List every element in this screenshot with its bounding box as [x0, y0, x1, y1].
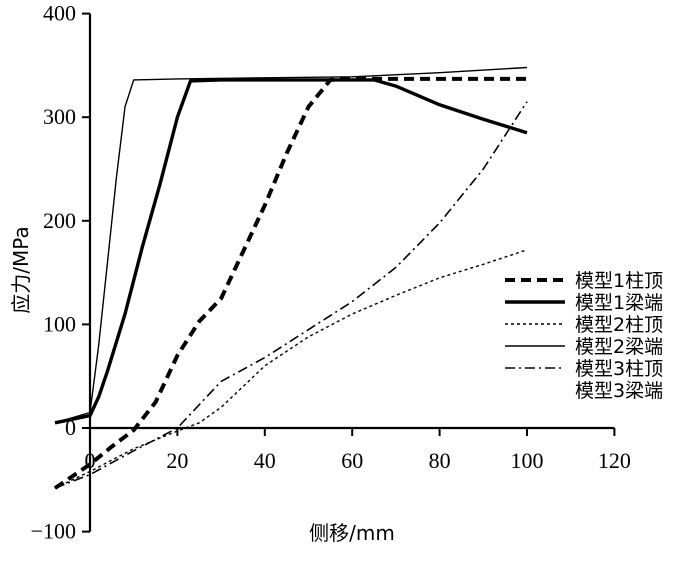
y-tick-label: 100	[43, 311, 76, 336]
x-tick-label: 100	[511, 448, 544, 473]
series-line-3	[54, 249, 528, 489]
series-line-5	[54, 101, 528, 489]
x-tick-label: 20	[166, 448, 188, 473]
series-line-1	[53, 76, 527, 490]
y-tick-label: 400	[43, 1, 76, 26]
legend-label: 模型1梁端	[575, 292, 663, 314]
tick-labels: −100 0 100 200 300 400 0 20 40 60 80 100 120	[31, 1, 631, 544]
legend-label: 模型1柱顶	[575, 270, 663, 292]
legend-label: 模型2梁端	[575, 336, 663, 358]
y-tick-label: −100	[31, 519, 76, 544]
series-line-2	[54, 78, 528, 425]
axes	[82, 12, 616, 533]
legend-label: 模型3柱顶	[575, 358, 663, 380]
x-tick-label: 60	[341, 448, 363, 473]
x-tick-label: 80	[429, 448, 451, 473]
y-tick-label: 300	[43, 104, 76, 129]
series-line-4	[54, 66, 528, 424]
legend-label: 模型3梁端	[575, 380, 663, 402]
legend-label: 模型2柱顶	[575, 314, 663, 336]
series-layer	[53, 66, 528, 490]
x-tick-label: 0	[85, 448, 96, 473]
x-tick-label: 120	[598, 448, 631, 473]
y-axis-title: 应力/MPa	[9, 226, 33, 313]
y-tick-label: 200	[43, 208, 76, 233]
x-tick-label: 40	[254, 448, 276, 473]
y-tick-label: 0	[65, 415, 76, 440]
x-axis-title: 侧移/mm	[309, 521, 395, 545]
